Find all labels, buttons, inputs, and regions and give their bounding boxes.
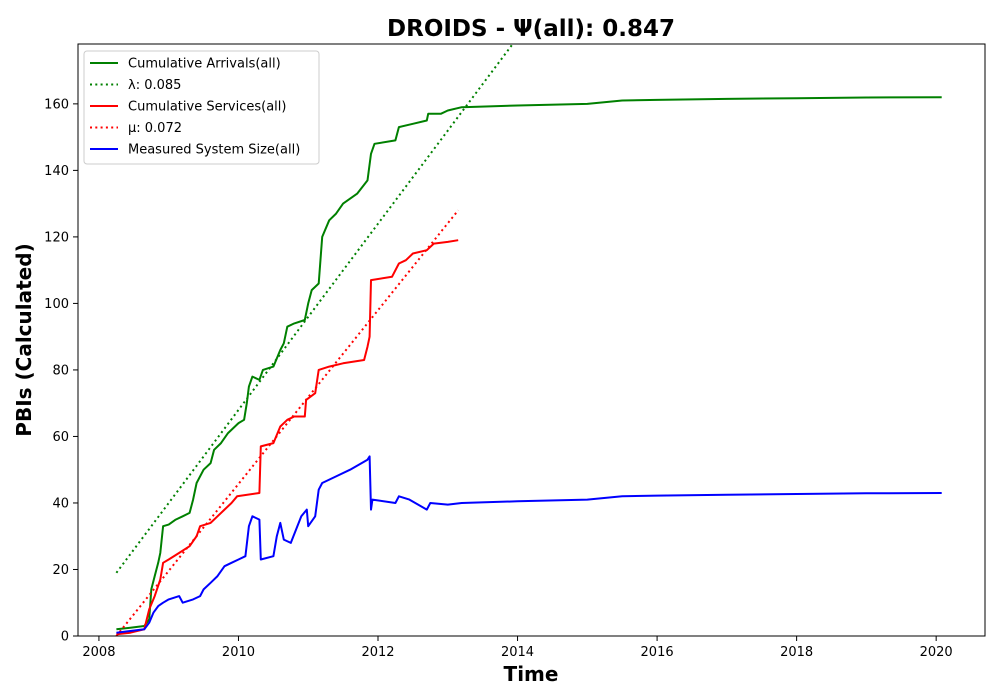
x-tick-label: 2008 [82, 645, 115, 660]
y-tick-label: 100 [44, 297, 69, 312]
series-line-5 [116, 455, 942, 634]
x-tick-label: 2014 [501, 645, 534, 660]
y-tick-label: 20 [52, 563, 69, 578]
plot-frame [77, 43, 986, 637]
y-tick-label: 140 [44, 164, 69, 179]
y-axis-title: PBIs (Calculated) [12, 243, 36, 436]
legend-label: Cumulative Services(all) [128, 100, 286, 115]
legend-label: λ: 0.085 [128, 78, 181, 93]
y-tick-label: 60 [52, 430, 69, 445]
x-tick-label: 2020 [920, 645, 953, 660]
legend: Cumulative Arrivals(all) λ: 0.085 Cumulati… [83, 50, 320, 165]
legend-label: Cumulative Arrivals(all) [128, 57, 281, 72]
legend-label: Measured System Size(all) [128, 143, 300, 158]
x-tick-label: 2010 [222, 645, 255, 660]
y-tick-label: 80 [52, 363, 69, 378]
y-tick-label: 120 [44, 230, 69, 245]
x-tick-label: 2012 [361, 645, 394, 660]
x-axis-title: Time [504, 662, 559, 686]
series-line-4 [115, 209, 459, 636]
legend-box [83, 50, 320, 165]
chart-title: DROIDS - Ψ(all): 0.847 [387, 16, 675, 42]
series-line-1 [116, 96, 942, 631]
series-layer [115, 44, 942, 636]
x-tick-label: 2018 [780, 645, 813, 660]
x-tick-label: 2016 [641, 645, 674, 660]
series-line-3 [116, 239, 459, 636]
y-tick-label: 160 [44, 97, 69, 112]
legend-label: μ: 0.072 [128, 121, 182, 136]
axis-ticks: 2008 2010 2012 2014 2016 2018 2020 0 20 40 60 80 100… [44, 97, 953, 660]
y-tick-label: 0 [61, 630, 69, 645]
y-tick-label: 40 [52, 496, 69, 511]
series-line-2 [115, 44, 514, 574]
